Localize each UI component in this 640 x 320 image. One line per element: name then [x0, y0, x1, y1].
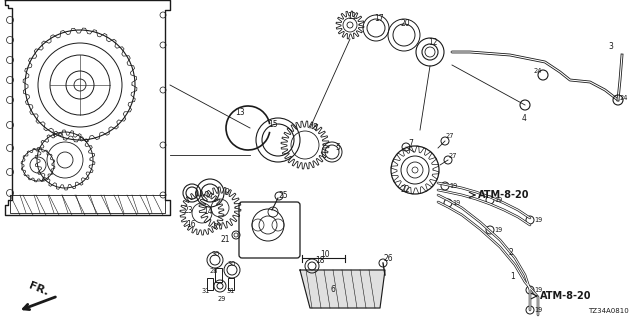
- Text: ATM-8-20: ATM-8-20: [540, 291, 591, 301]
- Text: 24: 24: [534, 68, 543, 74]
- Text: 19: 19: [494, 227, 502, 233]
- Text: 14: 14: [203, 207, 212, 216]
- Text: 5: 5: [335, 143, 340, 152]
- Text: 19: 19: [534, 287, 542, 293]
- Text: 19: 19: [452, 200, 460, 206]
- Text: 30: 30: [212, 251, 220, 257]
- Text: 26: 26: [383, 254, 392, 263]
- Text: 11: 11: [347, 12, 356, 21]
- Text: 17: 17: [374, 14, 383, 23]
- Text: 27: 27: [446, 133, 454, 139]
- Text: 12: 12: [428, 38, 438, 47]
- Text: 19: 19: [534, 307, 542, 313]
- Text: 30: 30: [228, 261, 236, 267]
- Text: 9: 9: [224, 188, 229, 197]
- Text: 31: 31: [202, 288, 211, 294]
- Text: 15: 15: [268, 120, 278, 129]
- Text: FR.: FR.: [28, 281, 50, 298]
- Bar: [207, 278, 213, 290]
- Text: 19: 19: [449, 183, 457, 189]
- Text: 1: 1: [510, 272, 515, 281]
- Bar: [228, 278, 234, 290]
- Text: 19: 19: [494, 197, 502, 203]
- Text: 23: 23: [183, 206, 193, 215]
- Text: 8: 8: [312, 123, 317, 132]
- Text: 2: 2: [508, 248, 513, 257]
- Text: 28: 28: [210, 268, 218, 274]
- Text: 19: 19: [534, 217, 542, 223]
- Text: 16: 16: [186, 220, 196, 229]
- Bar: [215, 268, 222, 282]
- Text: 22: 22: [400, 185, 410, 194]
- Text: 20: 20: [400, 19, 410, 28]
- Text: 10: 10: [320, 250, 330, 259]
- Polygon shape: [300, 270, 385, 308]
- Text: 29: 29: [218, 296, 227, 302]
- Text: 4: 4: [522, 114, 527, 123]
- Text: 7: 7: [408, 139, 413, 148]
- Text: 3: 3: [608, 42, 613, 51]
- Text: 27: 27: [449, 153, 458, 159]
- Text: 13: 13: [235, 108, 244, 117]
- Text: 21: 21: [220, 235, 230, 244]
- Text: 31: 31: [227, 288, 236, 294]
- Text: 24: 24: [620, 95, 628, 101]
- Text: TZ34A0810: TZ34A0810: [588, 308, 628, 314]
- Text: 25: 25: [278, 191, 287, 200]
- Text: 6: 6: [330, 285, 335, 294]
- Bar: [10, 195, 165, 213]
- Text: 18: 18: [315, 256, 324, 265]
- Text: ATM-8-20: ATM-8-20: [478, 190, 529, 200]
